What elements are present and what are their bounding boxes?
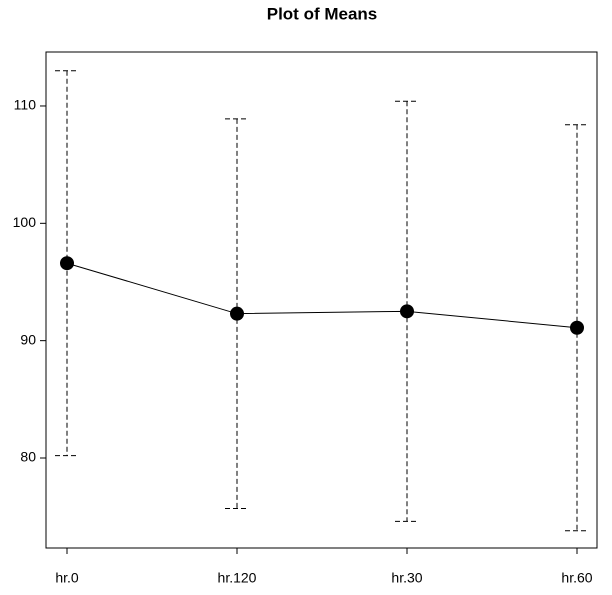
- mean-point: [400, 304, 414, 319]
- y-tick-label: 100: [13, 214, 37, 230]
- mean-point: [230, 306, 244, 321]
- y-tick-label: 90: [20, 331, 36, 347]
- mean-point: [60, 256, 74, 271]
- x-tick-label: hr.60: [561, 570, 592, 586]
- mean-line: [66, 262, 578, 329]
- x-tick-label: hr.30: [391, 570, 422, 586]
- chart-title: Plot of Means: [267, 4, 378, 23]
- y-tick-label: 80: [20, 449, 36, 465]
- x-tick-label: hr.120: [218, 570, 257, 586]
- y-tick-label: 110: [14, 97, 37, 113]
- plot-frame: [45, 51, 598, 549]
- x-tick-label: hr.0: [55, 570, 79, 586]
- mean-point: [570, 320, 584, 335]
